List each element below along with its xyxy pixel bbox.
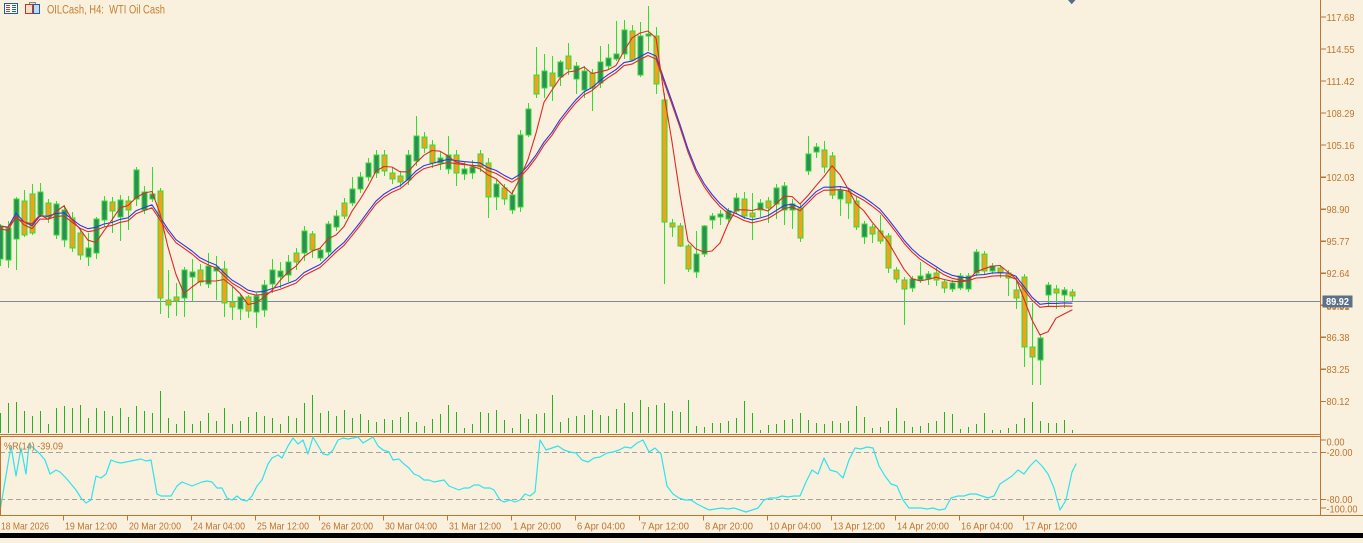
svg-text:89.92: 89.92 — [1326, 296, 1349, 308]
svg-text:0.00: 0.00 — [1327, 437, 1345, 449]
svg-text:19 Mar 12:00: 19 Mar 12:00 — [65, 521, 117, 533]
svg-text:13 Apr 12:00: 13 Apr 12:00 — [833, 521, 885, 533]
svg-text:30 Mar 04:00: 30 Mar 04:00 — [385, 521, 437, 533]
svg-text:20 Mar 20:00: 20 Mar 20:00 — [129, 521, 181, 533]
svg-text:114.55: 114.55 — [1327, 44, 1355, 56]
svg-text:117.68: 117.68 — [1327, 12, 1355, 24]
svg-text:92.64: 92.64 — [1327, 268, 1350, 280]
svg-text:7 Apr 12:00: 7 Apr 12:00 — [641, 521, 689, 533]
svg-text:80.12: 80.12 — [1327, 396, 1350, 408]
svg-text:26 Mar 20:00: 26 Mar 20:00 — [321, 521, 373, 533]
svg-text:31 Mar 12:00: 31 Mar 12:00 — [449, 521, 501, 533]
svg-text:10 Apr 04:00: 10 Apr 04:00 — [769, 521, 821, 533]
svg-text:102.03: 102.03 — [1327, 172, 1355, 184]
svg-text:17 Apr 12:00: 17 Apr 12:00 — [1025, 521, 1077, 533]
svg-text:111.42: 111.42 — [1327, 76, 1355, 88]
svg-text:OILCash, H4: WTI Oil Cash: OILCash, H4: WTI Oil Cash — [47, 4, 165, 16]
svg-text:14 Apr 20:00: 14 Apr 20:00 — [897, 521, 949, 533]
svg-text:16 Apr 04:00: 16 Apr 04:00 — [961, 521, 1013, 533]
svg-text:108.29: 108.29 — [1327, 108, 1355, 120]
svg-text:24 Mar 04:00: 24 Mar 04:00 — [193, 521, 245, 533]
svg-text:%R(14) -39.09: %R(14) -39.09 — [4, 440, 63, 452]
svg-text:8 Apr 20:00: 8 Apr 20:00 — [705, 521, 753, 533]
svg-text:86.38: 86.38 — [1327, 332, 1350, 344]
svg-text:83.25: 83.25 — [1327, 364, 1350, 376]
svg-text:95.77: 95.77 — [1327, 236, 1350, 248]
svg-text:18 Mar 2026: 18 Mar 2026 — [1, 521, 49, 533]
svg-text:-20.00: -20.00 — [1327, 447, 1353, 459]
svg-text:6 Apr 04:00: 6 Apr 04:00 — [577, 521, 625, 533]
svg-text:1 Apr 20:00: 1 Apr 20:00 — [513, 521, 561, 533]
svg-text:98.90: 98.90 — [1327, 204, 1350, 216]
svg-text:105.16: 105.16 — [1327, 140, 1355, 152]
svg-text:-100.00: -100.00 — [1327, 504, 1358, 516]
svg-text:-80.00: -80.00 — [1327, 494, 1353, 506]
svg-text:25 Mar 12:00: 25 Mar 12:00 — [257, 521, 309, 533]
